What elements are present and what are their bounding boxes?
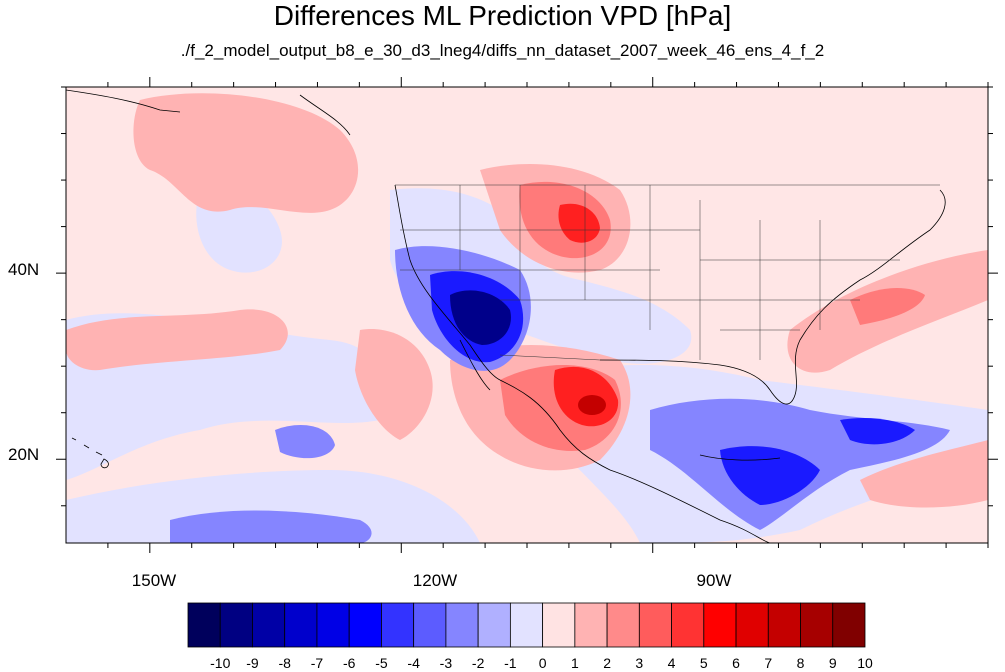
lat-tick-label-20n: 20N: [8, 445, 40, 464]
colorbar-tick-label: -2: [471, 655, 485, 671]
colorbar-tick-label: 4: [667, 655, 676, 671]
colorbar-swatch: [219, 602, 253, 648]
colorbar-swatch: [606, 602, 640, 648]
colorbar-tick-label: -1: [504, 655, 517, 671]
colorbar-tick-label: 8: [796, 655, 805, 671]
colorbar-swatch: [477, 602, 511, 648]
colorbar-swatch: [509, 602, 544, 648]
state-borders: [395, 184, 940, 361]
colorbar-swatch: [252, 602, 286, 648]
colorbar-tick-label: -10: [210, 655, 231, 671]
colorbar-tick-label: 9: [828, 655, 837, 671]
lon-tick-label-150w: 150W: [131, 571, 177, 590]
colorbar-tick-label: -4: [407, 655, 420, 671]
colorbar-swatch: [413, 602, 447, 648]
colorbar-swatch: [316, 602, 350, 648]
colorbar-tick-label: 0: [538, 655, 547, 671]
colorbar-tick-label: -3: [439, 655, 453, 671]
colorbar-tick-label: -7: [310, 655, 324, 671]
vpd-difference-map: [56, 77, 998, 553]
colorbar-tick-label: 7: [764, 655, 773, 671]
map-title: Differences ML Prediction VPD [hPa]: [273, 0, 732, 31]
field-dark-red: [578, 395, 606, 415]
colorbar-swatch: [574, 602, 608, 648]
colorbar-swatch: [638, 602, 672, 648]
colorbar-tick-label: 10: [857, 655, 873, 671]
colorbar-tick-label: 3: [635, 655, 644, 671]
colorbar-swatch: [445, 602, 479, 648]
field-darkest-blue: [450, 290, 511, 345]
colorbar-swatch: [348, 602, 382, 648]
colorbar-tick-label: 5: [699, 655, 708, 671]
colorbar-tick-label: -9: [246, 655, 259, 671]
colorbar-tick-label: 1: [570, 655, 579, 671]
colorbar-tick-label: 2: [603, 655, 611, 671]
colorbar-swatch: [284, 602, 318, 648]
colorbar-tick-label: -5: [375, 655, 388, 671]
colorbar-tick-label: -8: [278, 655, 291, 671]
colorbar-swatch: [542, 602, 576, 648]
lat-tick-label-40n: 40N: [8, 260, 40, 279]
colorbar-tick-label: 6: [732, 655, 740, 671]
lon-tick-label-120w: 120W: [412, 571, 458, 590]
lon-tick-label-90w: 90W: [696, 571, 732, 590]
colorbar-swatch: [735, 602, 769, 648]
colorbar-swatch: [381, 602, 415, 648]
colorbar-swatch: [767, 602, 801, 648]
map-subtitle: ./f_2_model_output_b8_e_30_d3_lneg4/diff…: [180, 41, 825, 60]
coastlines: [66, 89, 946, 543]
colorbar-swatch: [800, 602, 834, 648]
axis-ticks: [56, 77, 998, 553]
colorbar-tick-label: -6: [342, 655, 356, 671]
colorbar-swatch: [703, 602, 737, 648]
colorbar-swatch: [187, 602, 221, 648]
colorbar-swatch: [832, 602, 866, 648]
colorbar-swatch: [671, 602, 705, 648]
hawaii-islands: [71, 437, 109, 469]
